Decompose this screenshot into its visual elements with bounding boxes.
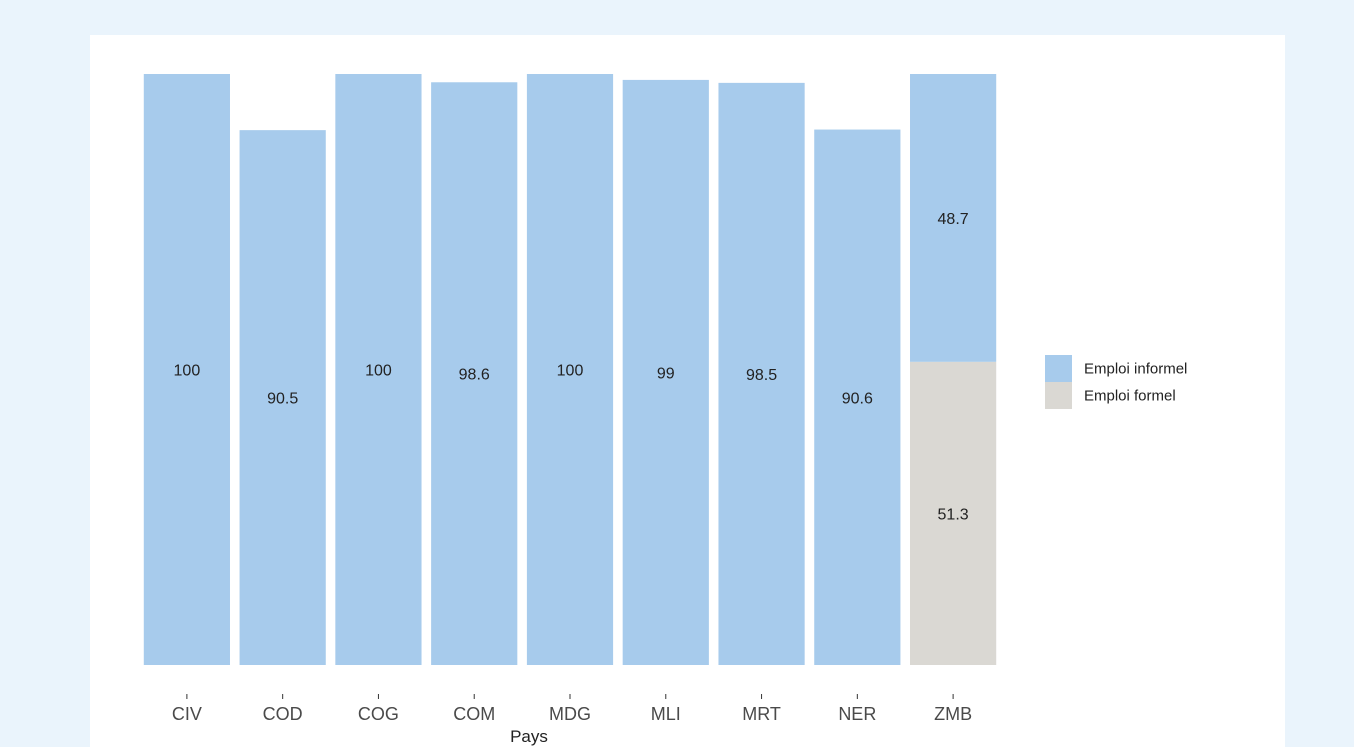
bar-com-series-1 [431, 82, 518, 665]
chart-panel: 100 90.5 100 98.6 100 99 98.5 90.6 51.3 48.7 CIV C… [90, 35, 1285, 747]
x-axis-title: Pays [510, 727, 548, 746]
bar-label-mdg-series-1: 100 [557, 363, 584, 380]
bar-ner-series-1 [814, 129, 901, 666]
bar-label-ner-series-1: 90.6 [842, 390, 873, 407]
x-axis-ticks [186, 694, 954, 699]
legend-swatch-1 [1045, 382, 1072, 409]
bar-label-zmb-series-1: 48.7 [938, 211, 969, 228]
x-tick-label-cod: COD [263, 704, 303, 724]
bar-label-mli-series-1: 99 [657, 365, 675, 382]
bar-zmb-series-0 [910, 361, 997, 665]
x-axis-tick-labels: CIV COD COG COM MDG MLI MRT NER ZMB [172, 704, 972, 724]
bar-zmb-series-1 [910, 74, 997, 362]
bar-label-cog-series-1: 100 [365, 363, 392, 380]
bars-group [143, 74, 997, 666]
bar-labels-group: 100 90.5 100 98.6 100 99 98.5 90.6 51.3 48.7 [174, 211, 969, 524]
bar-mli-series-1 [622, 79, 709, 665]
x-tick-label-zmb: ZMB [934, 704, 972, 724]
x-tick-label-com: COM [453, 704, 495, 724]
legend-swatch-0 [1045, 355, 1072, 382]
bar-cog-series-1 [335, 74, 422, 665]
legend-label-0: Emploi informel [1084, 361, 1187, 378]
bar-label-cod-series-1: 90.5 [267, 391, 298, 408]
bar-civ-series-1 [143, 74, 230, 665]
bar-label-com-series-1: 98.6 [459, 367, 490, 384]
x-tick-label-civ: CIV [172, 704, 202, 724]
legend: Emploi informel Emploi formel [1045, 355, 1187, 409]
bar-mdg-series-1 [526, 74, 614, 665]
bar-label-zmb-series-0: 51.3 [938, 506, 969, 523]
bar-cod-series-1 [239, 130, 326, 665]
x-tick-label-mdg: MDG [549, 704, 591, 724]
bar-label-civ-series-1: 100 [174, 363, 201, 380]
x-tick-label-mrt: MRT [742, 704, 781, 724]
legend-label-1: Emploi formel [1084, 388, 1176, 405]
bar-mrt-series-1 [718, 82, 805, 665]
x-tick-label-cog: COG [358, 704, 399, 724]
bar-label-mrt-series-1: 98.5 [746, 367, 777, 384]
x-tick-label-ner: NER [838, 704, 876, 724]
x-tick-label-mli: MLI [651, 704, 681, 724]
